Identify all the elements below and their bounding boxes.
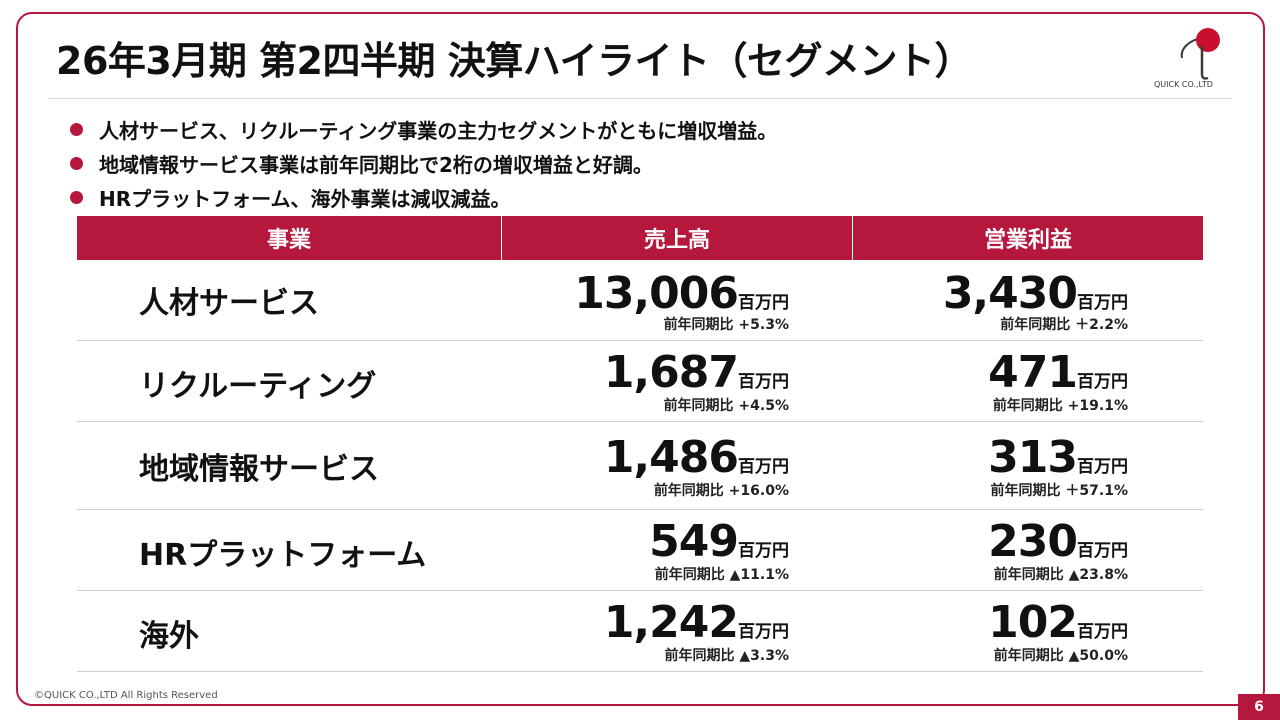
profit-value: 313百万円 (988, 436, 1128, 480)
page-number-badge: 6 (1238, 694, 1280, 720)
profit-value: 230百万円 (988, 520, 1128, 564)
sales-yoy: 前年同期比 ▲3.3% (664, 648, 789, 664)
sales-unit: 百万円 (738, 622, 789, 642)
bullet-list: 人材サービス、リクルーティング事業の主力セグメントがともに増収増益。 地域情報サ… (70, 112, 777, 214)
table-row: 地域情報サービス 1,486百万円 前年同期比 +16.0% 313百万円 前年… (77, 422, 1203, 510)
bullet-dot-icon (70, 156, 83, 170)
profit-yoy: 前年同期比 +19.1% (992, 398, 1128, 414)
table-row: HRプラットフォーム 549百万円 前年同期比 ▲11.1% 230百万円 前年… (77, 510, 1203, 591)
profit-number: 102 (988, 597, 1078, 648)
segment-name: 海外 (139, 619, 199, 654)
bullet-text: 地域情報サービス事業は前年同期比で2桁の増収増益と好調。 (99, 152, 653, 177)
sales-unit: 百万円 (738, 372, 789, 392)
header-profit: 営業利益 (852, 216, 1203, 260)
profit-yoy: 前年同期比 ＋2.2% (1000, 317, 1128, 333)
sales-yoy: 前年同期比 +5.3% (663, 317, 789, 333)
sales-yoy: 前年同期比 +16.0% (653, 483, 789, 499)
quick-logo-icon (1180, 28, 1220, 80)
bullet-dot-icon (70, 190, 83, 204)
sales-unit: 百万円 (738, 457, 789, 477)
segment-table: 事業 売上高 営業利益 人材サービス 13,006百万円 前年同期比 +5.3%… (77, 216, 1203, 672)
segment-name: HRプラットフォーム (139, 538, 427, 573)
sales-number: 1,687 (603, 347, 739, 398)
sales-value: 549百万円 (649, 520, 789, 564)
header-sales: 売上高 (501, 216, 852, 260)
sales-yoy: 前年同期比 ▲11.1% (654, 567, 789, 583)
profit-unit: 百万円 (1077, 622, 1128, 642)
profit-yoy: 前年同期比 ▲50.0% (993, 648, 1128, 664)
bullet-text: 人材サービス、リクルーティング事業の主力セグメントがともに増収増益。 (99, 118, 778, 143)
sales-value: 1,486百万円 (604, 436, 789, 480)
bullet-item: 地域情報サービス事業は前年同期比で2桁の増収増益と好調。 (70, 146, 777, 180)
sales-number: 1,242 (603, 597, 739, 648)
segment-name: 地域情報サービス (139, 452, 379, 487)
segment-name: 人材サービス (139, 286, 319, 321)
sales-number: 13,006 (574, 268, 739, 319)
sales-value: 1,242百万円 (604, 601, 789, 645)
table-row: 海外 1,242百万円 前年同期比 ▲3.3% 102百万円 前年同期比 ▲50… (77, 591, 1203, 672)
sales-value: 1,687百万円 (604, 351, 789, 395)
table-row: 人材サービス 13,006百万円 前年同期比 +5.3% 3,430百万円 前年… (77, 260, 1203, 341)
header-segment: 事業 (266, 228, 311, 253)
table-row: リクルーティング 1,687百万円 前年同期比 +4.5% 471百万円 前年同… (77, 341, 1203, 422)
bullet-dot-icon (70, 122, 83, 136)
profit-unit: 百万円 (1077, 541, 1128, 561)
bullet-item: HRプラットフォーム、海外事業は減収減益。 (70, 180, 777, 214)
title-divider (48, 98, 1231, 99)
sales-number: 549 (649, 516, 739, 567)
page-title: 26年3月期 第2四半期 決算ハイライト（セグメント） (56, 39, 972, 83)
profit-value: 102百万円 (988, 601, 1128, 645)
logo-text: QUICK CO.,LTD (1154, 80, 1213, 89)
table-header: 事業 売上高 営業利益 (77, 216, 1203, 260)
profit-value: 3,430百万円 (943, 272, 1128, 316)
slide-frame (16, 12, 1265, 706)
profit-number: 313 (988, 432, 1078, 483)
bullet-item: 人材サービス、リクルーティング事業の主力セグメントがともに増収増益。 (70, 112, 777, 146)
sales-number: 1,486 (603, 432, 739, 483)
profit-unit: 百万円 (1077, 293, 1128, 313)
segment-name: リクルーティング (139, 369, 377, 404)
profit-number: 3,430 (942, 268, 1078, 319)
sales-yoy: 前年同期比 +4.5% (663, 398, 789, 414)
sales-unit: 百万円 (738, 293, 789, 313)
bullet-text: HRプラットフォーム、海外事業は減収減益。 (99, 186, 511, 211)
profit-number: 471 (988, 347, 1078, 398)
copyright-text: ©QUICK CO.,LTD All Rights Reserved (34, 690, 218, 701)
sales-value: 13,006百万円 (574, 272, 789, 316)
profit-unit: 百万円 (1077, 457, 1128, 477)
profit-value: 471百万円 (988, 351, 1128, 395)
sales-unit: 百万円 (738, 541, 789, 561)
profit-unit: 百万円 (1077, 372, 1128, 392)
profit-yoy: 前年同期比 ▲23.8% (993, 567, 1128, 583)
profit-yoy: 前年同期比 ＋57.1% (990, 483, 1128, 499)
profit-number: 230 (988, 516, 1078, 567)
